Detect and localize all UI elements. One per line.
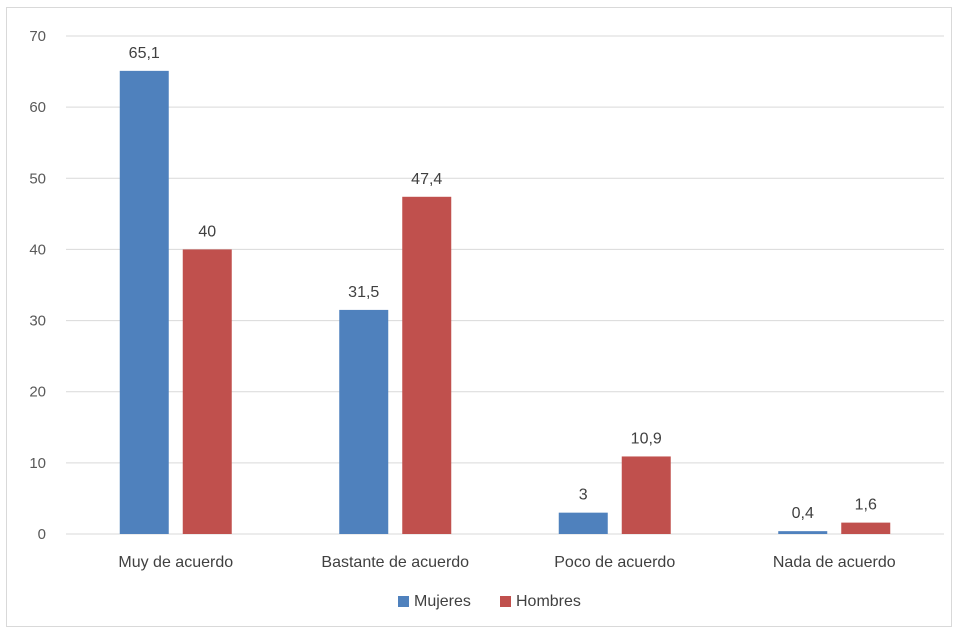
legend: Mujeres Hombres <box>398 593 581 610</box>
data-label: 65,1 <box>129 45 160 62</box>
bars <box>119 70 891 535</box>
x-axis: Muy de acuerdo Bastante de acuerdo Poco de… <box>118 554 895 571</box>
y-tick-label: 10 <box>29 455 46 472</box>
y-tick-label: 50 <box>29 170 46 187</box>
legend-label-hombres: Hombres <box>516 593 581 610</box>
y-tick-label: 40 <box>29 241 46 258</box>
data-label: 3 <box>579 487 588 504</box>
bar-mujeres-3 <box>558 512 608 534</box>
legend-swatch-hombres <box>500 596 511 607</box>
legend-label-mujeres: Mujeres <box>414 593 471 610</box>
data-labels: 65,1 40 31,5 47,4 3 10,9 0,4 1,6 <box>129 45 877 522</box>
bar-hombres-4 <box>841 522 891 534</box>
data-label: 0,4 <box>792 505 814 522</box>
bar-hombres-3 <box>621 456 671 534</box>
x-category-label: Bastante de acuerdo <box>321 554 469 571</box>
y-tick-label: 20 <box>29 384 46 401</box>
data-label: 47,4 <box>411 171 442 188</box>
data-label: 10,9 <box>631 430 662 447</box>
y-tick-label: 70 <box>29 28 46 45</box>
x-category-label: Poco de acuerdo <box>554 554 675 571</box>
y-tick-label: 60 <box>29 99 46 116</box>
data-label: 1,6 <box>855 497 877 514</box>
data-label: 40 <box>198 223 216 240</box>
bar-mujeres-2 <box>339 309 389 534</box>
bar-hombres-2 <box>402 196 452 535</box>
y-tick-label: 30 <box>29 313 46 330</box>
bar-mujeres-4 <box>778 531 828 534</box>
y-tick-label: 0 <box>38 526 46 543</box>
legend-swatch-mujeres <box>398 596 409 607</box>
x-category-label: Muy de acuerdo <box>118 554 233 571</box>
x-category-label: Nada de acuerdo <box>773 554 896 571</box>
bar-hombres-1 <box>182 249 232 534</box>
y-axis: 0 10 20 30 40 50 60 70 <box>29 28 46 543</box>
data-label: 31,5 <box>348 284 379 301</box>
bar-mujeres-1 <box>119 70 169 535</box>
